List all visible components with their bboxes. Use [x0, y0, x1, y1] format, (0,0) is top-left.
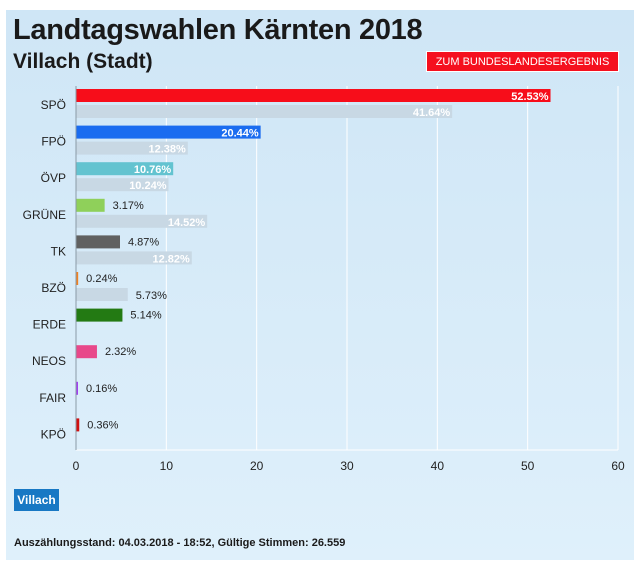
bar-prior — [76, 251, 192, 265]
bar-2018 — [76, 345, 97, 359]
x-tick-label: 60 — [611, 459, 625, 473]
x-tick-label: 40 — [431, 459, 445, 473]
x-tick-label: 30 — [340, 459, 354, 473]
bar-value-label: 3.17% — [113, 200, 144, 212]
page-title: Landtagswahlen Kärnten 2018 — [13, 14, 423, 46]
category-label: BZÖ — [41, 281, 66, 295]
bar-value-label: 0.24% — [86, 273, 117, 285]
villach-button[interactable]: Villach — [14, 489, 59, 511]
category-label: SPÖ — [41, 98, 66, 112]
bar-prior — [76, 105, 453, 118]
category-label: KPÖ — [41, 427, 66, 441]
prior-value-label: 10.24% — [129, 180, 167, 192]
bar-2018 — [76, 162, 174, 176]
bar-prior — [76, 141, 188, 155]
category-label: FAIR — [39, 391, 66, 405]
bar-value-label: 2.32% — [105, 346, 136, 358]
bar-2018 — [76, 198, 105, 212]
prior-value-label: 5.73% — [136, 290, 167, 302]
bar-value-label: 0.36% — [87, 419, 118, 431]
bar-value-label: 10.76% — [134, 164, 172, 176]
category-label: GRÜNE — [23, 208, 66, 222]
bar-2018 — [76, 272, 79, 285]
category-label: FPÖ — [41, 135, 66, 149]
prior-value-label: 41.64% — [413, 107, 451, 119]
count-status: Auszählungsstand: 04.03.2018 - 18:52, Gü… — [14, 537, 346, 549]
bar-value-label: 0.16% — [86, 383, 117, 395]
state-result-button[interactable]: ZUM BUNDESLANDESERGEBNIS — [426, 51, 619, 72]
bar-2018 — [76, 308, 123, 322]
bar-value-label: 5.14% — [130, 310, 161, 322]
x-tick-label: 10 — [160, 459, 174, 473]
page-subtitle: Villach (Stadt) — [13, 50, 153, 73]
bar-prior — [76, 288, 128, 301]
bar-2018 — [76, 125, 261, 139]
bar-2018 — [76, 89, 551, 102]
bar-2018 — [76, 381, 78, 395]
x-tick-label: 50 — [521, 459, 535, 473]
x-tick-label: 20 — [250, 459, 264, 473]
category-label: TK — [51, 244, 66, 258]
prior-value-label: 12.38% — [149, 144, 187, 156]
bar-2018 — [76, 418, 80, 432]
bar-2018 — [76, 235, 120, 249]
bar-value-label: 20.44% — [221, 128, 259, 140]
category-label: ÖVP — [41, 171, 66, 185]
prior-value-label: 14.52% — [168, 217, 206, 229]
category-label: NEOS — [32, 354, 66, 368]
category-label: ERDE — [33, 318, 66, 332]
bar-value-label: 4.87% — [128, 236, 159, 248]
bar-prior — [76, 178, 169, 192]
prior-value-label: 12.82% — [152, 253, 190, 265]
bar-prior — [76, 214, 208, 228]
x-tick-label: 0 — [73, 459, 80, 473]
bar-value-label: 52.53% — [511, 91, 549, 103]
